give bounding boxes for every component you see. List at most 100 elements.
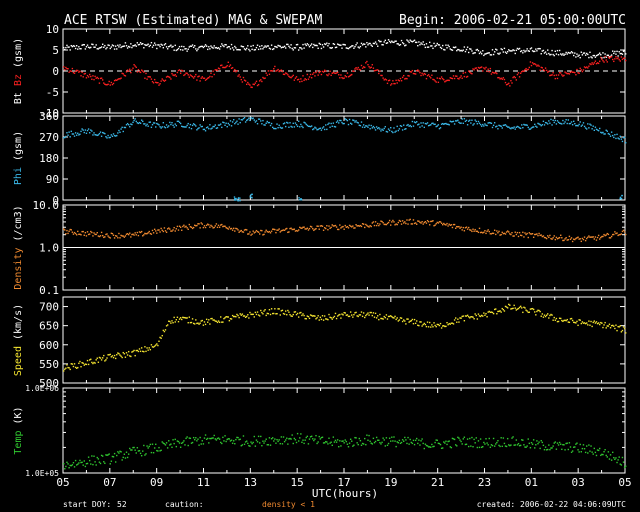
- data-point: [574, 446, 576, 448]
- data-point: [310, 125, 313, 127]
- data-point: [505, 306, 508, 308]
- data-point: [131, 123, 133, 126]
- data-point: [284, 439, 287, 441]
- data-point: [195, 125, 197, 127]
- data-point: [413, 39, 416, 41]
- data-point: [230, 227, 233, 230]
- data-point: [185, 437, 187, 440]
- data-point: [615, 324, 617, 326]
- data-point: [504, 233, 507, 235]
- data-point: [184, 316, 186, 319]
- data-point: [584, 67, 587, 69]
- data-point: [569, 446, 572, 448]
- data-point: [491, 444, 494, 447]
- data-point: [396, 125, 398, 128]
- data-point: [475, 49, 477, 51]
- data-point: [256, 311, 259, 313]
- data-point: [571, 52, 574, 54]
- data-point: [410, 441, 412, 444]
- data-point: [281, 309, 284, 312]
- data-point: [323, 227, 326, 229]
- data-point: [82, 362, 84, 364]
- data-point: [501, 307, 503, 310]
- data-point: [207, 321, 209, 323]
- data-point: [556, 320, 559, 323]
- data-point: [618, 326, 620, 328]
- data-point: [273, 127, 275, 130]
- data-point: [341, 47, 343, 49]
- data-point: [240, 78, 242, 81]
- data-point: [293, 228, 296, 230]
- data-point: [458, 437, 460, 439]
- data-point: [449, 224, 451, 226]
- data-point: [95, 44, 97, 46]
- data-point: [614, 50, 616, 53]
- data-point: [386, 82, 389, 85]
- data-point: [124, 457, 127, 459]
- data-point: [529, 48, 532, 50]
- data-point: [449, 323, 451, 325]
- data-point: [429, 41, 431, 44]
- data-point: [458, 78, 460, 80]
- data-point: [215, 439, 218, 441]
- data-point: [618, 51, 620, 53]
- data-point: [299, 312, 301, 314]
- data-point: [343, 122, 345, 125]
- data-point: [338, 74, 340, 76]
- data-point: [433, 322, 435, 324]
- data-point: [508, 126, 510, 128]
- data-point: [209, 75, 211, 78]
- data-point: [482, 123, 484, 126]
- data-point: [491, 311, 494, 314]
- data-point: [583, 322, 586, 324]
- data-point: [330, 441, 332, 443]
- data-point: [262, 234, 264, 236]
- data-point: [335, 441, 338, 443]
- data-point: [69, 136, 71, 138]
- data-point: [605, 129, 607, 131]
- data-point: [489, 311, 492, 314]
- data-point: [555, 448, 558, 450]
- data-point: [242, 231, 245, 233]
- data-point: [199, 436, 201, 439]
- data-point: [375, 126, 378, 128]
- data-point: [521, 439, 523, 441]
- data-point: [574, 71, 576, 74]
- data-point: [464, 443, 467, 446]
- data-point: [344, 118, 346, 120]
- data-point: [293, 126, 296, 128]
- data-point: [235, 438, 237, 441]
- y-tick-label: 0.1: [39, 284, 59, 297]
- data-point: [441, 77, 444, 80]
- data-point: [421, 43, 423, 45]
- data-point: [223, 440, 225, 442]
- data-point: [343, 77, 345, 79]
- data-point: [618, 58, 620, 61]
- data-point: [256, 84, 259, 87]
- data-point: [168, 76, 170, 78]
- data-point: [196, 49, 198, 52]
- data-point: [537, 442, 539, 445]
- data-point: [469, 48, 471, 50]
- data-point: [452, 223, 455, 226]
- data-point: [461, 229, 463, 231]
- data-point: [139, 452, 142, 455]
- data-point: [175, 319, 178, 321]
- data-point: [525, 67, 527, 70]
- data-point: [499, 310, 501, 312]
- data-point: [437, 81, 440, 84]
- data-point: [377, 69, 379, 71]
- data-point: [454, 227, 457, 229]
- data-point: [114, 357, 117, 360]
- ylabel-part: Bz: [13, 74, 24, 92]
- data-point: [534, 311, 536, 313]
- data-point: [331, 72, 333, 74]
- data-point: [262, 313, 264, 315]
- data-point: [448, 223, 450, 225]
- data-point: [460, 122, 462, 124]
- data-point: [569, 71, 572, 74]
- data-point: [547, 71, 549, 73]
- data-point: [358, 314, 361, 316]
- data-point: [583, 52, 586, 54]
- data-point: [484, 68, 486, 70]
